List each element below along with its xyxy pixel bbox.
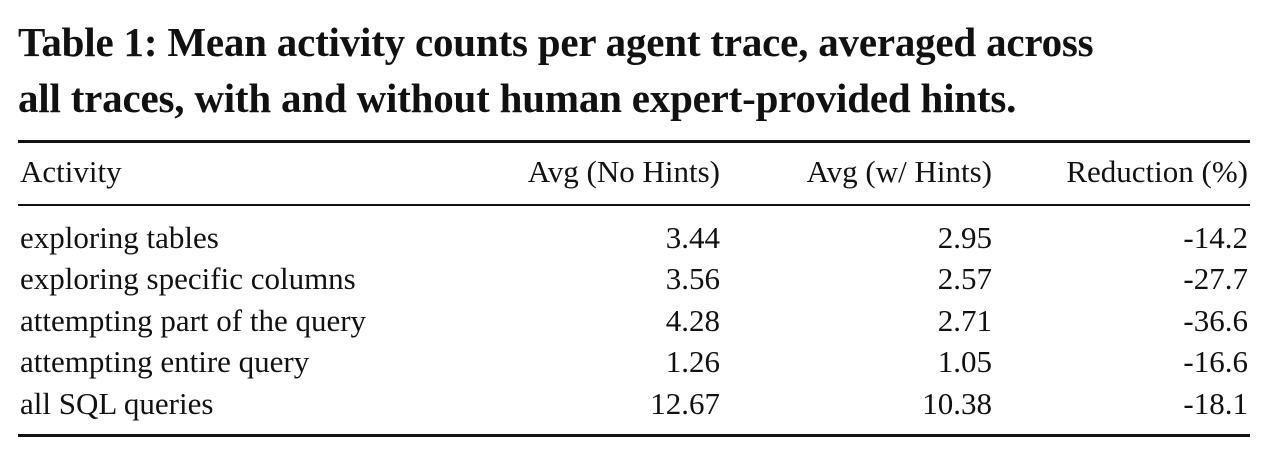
cell-avg-with-hints: 1.05 [937,344,992,379]
cell-activity: attempting part of the query [20,303,367,338]
header-avg-with-hints: Avg (w/ Hints) [806,154,992,189]
cell-reduction: -27.7 [1183,261,1248,296]
cell-avg-no-hints: 3.56 [665,261,720,296]
cell-avg-no-hints: 4.28 [665,303,720,338]
cell-avg-with-hints: 10.38 [922,386,992,421]
cell-activity: all SQL queries [20,386,214,421]
table-row: exploring specific columns 3.56 2.57 -27… [18,259,1250,299]
table-row: exploring tables 3.44 2.95 -14.2 [18,218,1250,258]
table-row: attempting entire query 1.26 1.05 -16.6 [18,342,1250,382]
cell-reduction: -14.2 [1183,220,1248,255]
header-reduction: Reduction (%) [1066,154,1248,189]
cell-avg-with-hints: 2.95 [937,220,992,255]
header-activity: Activity [20,154,122,189]
table-bottom-rule [18,434,1250,437]
header-avg-no-hints: Avg (No Hints) [527,154,720,189]
cell-reduction: -16.6 [1183,344,1248,379]
cell-avg-no-hints: 3.44 [665,220,720,255]
cell-activity: exploring specific columns [20,261,356,296]
cell-reduction: -18.1 [1183,386,1248,421]
cell-avg-no-hints: 1.26 [665,344,720,379]
cell-avg-with-hints: 2.57 [937,261,992,296]
cell-activity: exploring tables [20,220,219,255]
table-caption-line-2: all traces, with and without human exper… [18,75,1017,121]
cell-avg-no-hints: 12.67 [650,386,720,421]
table-header-rule [18,204,1250,206]
table-caption-line-1: Table 1: Mean activity counts per agent … [18,19,1094,65]
table-top-rule [18,140,1250,143]
cell-reduction: -36.6 [1183,303,1248,338]
cell-avg-with-hints: 2.71 [937,303,992,338]
table-caption: Table 1: Mean activity counts per agent … [18,14,1268,126]
table-header-row: Activity Avg (No Hints) Avg (w/ Hints) R… [18,152,1250,192]
cell-activity: attempting entire query [20,344,310,379]
table-row: all SQL queries 12.67 10.38 -18.1 [18,384,1250,424]
table-row: attempting part of the query 4.28 2.71 -… [18,301,1250,341]
